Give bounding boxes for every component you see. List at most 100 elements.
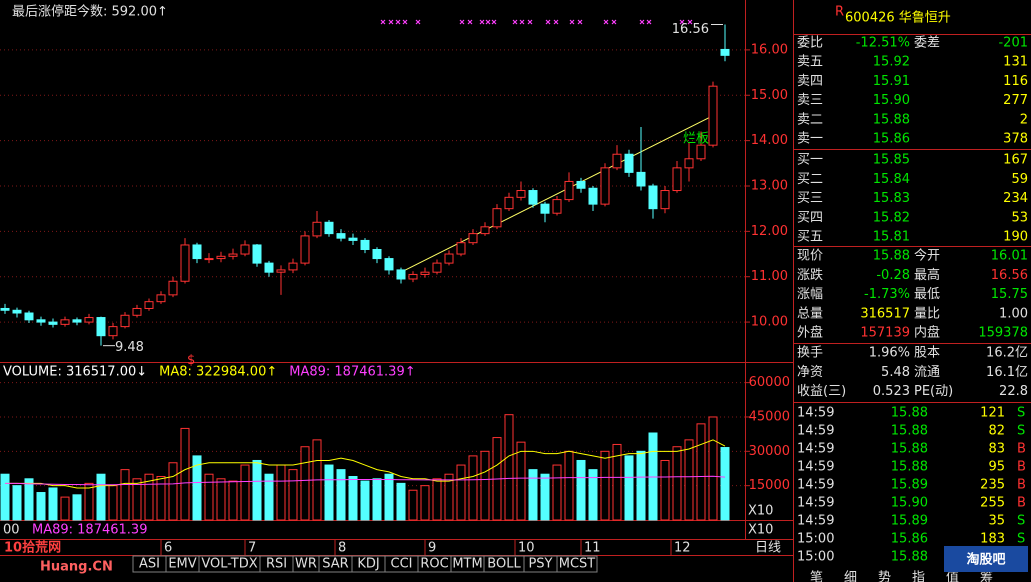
candle-body: [648, 185, 658, 210]
volume-bar: [456, 464, 466, 521]
signal-cross: [459, 19, 465, 25]
candle-body: [36, 319, 46, 323]
tick-time: 14:59: [797, 406, 834, 421]
candle-body: [276, 269, 286, 273]
book-label: 买二: [797, 172, 823, 187]
tick-price: 15.88: [891, 406, 928, 421]
y-tick-label: 15.00: [751, 88, 788, 103]
volume-bar: [288, 469, 298, 521]
panel-tab[interactable]: 笔: [810, 570, 823, 582]
quote-label: 内盘: [914, 325, 940, 341]
scale-label: X10: [748, 523, 773, 538]
candle-body: [540, 203, 550, 214]
quote-label: 最低: [914, 287, 940, 302]
y-tick-label: 11.00: [751, 269, 788, 284]
volume-bar: [108, 485, 118, 521]
candle-body: [156, 294, 166, 303]
indicator-tab-label[interactable]: VOL-TDX: [201, 557, 257, 572]
candle-body: [720, 48, 730, 56]
book-price: 15.84: [873, 172, 910, 187]
signal-cross: [639, 19, 645, 25]
signal-cross: [415, 19, 421, 25]
panel-tab[interactable]: 指: [912, 571, 925, 582]
indicator-tab-label[interactable]: MCST: [559, 557, 596, 572]
book-volume: 2: [1020, 112, 1028, 127]
x-tick-label: 12: [674, 541, 691, 556]
indicator-tab-label[interactable]: EMV: [168, 557, 196, 572]
indicator-tab-label[interactable]: ROC: [420, 557, 448, 572]
x-tick-label: 7: [248, 541, 256, 556]
signal-cross: [402, 19, 408, 25]
candle-body: [24, 312, 34, 321]
quote-label: 最高: [914, 267, 940, 283]
quote-label: 涨跌: [797, 267, 823, 283]
signal-cross: [519, 19, 525, 25]
signal-marks: [380, 19, 693, 25]
indicator-tab-label[interactable]: KDJ: [357, 557, 379, 572]
candle-body: [696, 144, 706, 160]
candle-body: [12, 309, 22, 314]
volume-bar: [276, 464, 286, 521]
indicator-tab-label[interactable]: RSI: [266, 557, 287, 572]
candle-body: [636, 171, 646, 187]
indicator-tab[interactable]: [556, 555, 598, 573]
volume-label: VOLUME: 316517.00↓: [3, 365, 147, 380]
book-volume: 167: [1003, 153, 1028, 168]
book-volume: 131: [1003, 55, 1028, 70]
tick-volume: 235: [980, 478, 1005, 493]
indicator-tab-label[interactable]: SAR: [322, 557, 348, 572]
book-price: 15.90: [873, 93, 910, 108]
quote-value: 16.2亿: [986, 346, 1028, 361]
y-tick-label: 13.00: [751, 178, 788, 193]
candle-body: [0, 307, 10, 311]
volume-bar: [156, 475, 166, 521]
candle-body: [216, 255, 226, 260]
y-tick-label: 45000: [749, 409, 790, 424]
tick-flag: B: [1017, 460, 1026, 475]
indicator-tab-label[interactable]: PSY: [528, 557, 552, 572]
book-price: 15.81: [873, 230, 910, 245]
indicator-tab-label[interactable]: CCI: [391, 557, 413, 572]
panel-tab[interactable]: 筹: [980, 570, 993, 582]
candle-body: [432, 262, 442, 273]
volume-bar: [540, 473, 550, 521]
quote-value: 16.56: [991, 268, 1028, 283]
volume-bar: [12, 485, 22, 521]
panel-tab[interactable]: 值: [946, 570, 959, 582]
quote-label: 流通: [914, 365, 940, 380]
indicator-tab-label[interactable]: WR: [295, 557, 317, 572]
candle-body: [408, 273, 418, 280]
indicator-tab-label[interactable]: BOLL: [487, 557, 521, 572]
quote-value: 1.96%: [869, 346, 910, 361]
quote-value: 5.48: [881, 365, 910, 380]
indicator-tab-label[interactable]: ASI: [139, 557, 160, 572]
quote-value: 16.1亿: [986, 365, 1028, 380]
candle-body: [240, 244, 250, 255]
quote-value: 16.01: [991, 249, 1028, 264]
signal-cross: [479, 19, 485, 25]
book-volume: 53: [1011, 210, 1028, 225]
book-price: 15.86: [873, 132, 910, 147]
panel-tab[interactable]: 细: [844, 571, 857, 582]
indicator-tab-label[interactable]: MTM: [452, 557, 482, 572]
candle-body: [60, 319, 70, 325]
quote-value: 15.75: [991, 287, 1028, 302]
tick-time: 15:00: [797, 550, 834, 565]
tick-volume: 83: [988, 442, 1005, 457]
volume-bar: [600, 450, 610, 521]
quote-label: 现价: [797, 249, 823, 264]
candle-body: [564, 180, 574, 201]
candle-body: [132, 307, 142, 316]
volume-bar: [264, 473, 274, 521]
panel-tab[interactable]: 势: [878, 570, 891, 582]
candle-body: [252, 244, 262, 264]
volume-bar: [84, 482, 94, 521]
quote-value: -12.51%: [856, 36, 910, 51]
candle-body: [516, 190, 526, 198]
volume-bar: [348, 475, 358, 521]
y-tick-label: 15000: [749, 478, 790, 493]
volume-bar: [612, 443, 622, 521]
tick-flag: B: [1017, 442, 1026, 457]
volume-bar: [360, 480, 370, 521]
